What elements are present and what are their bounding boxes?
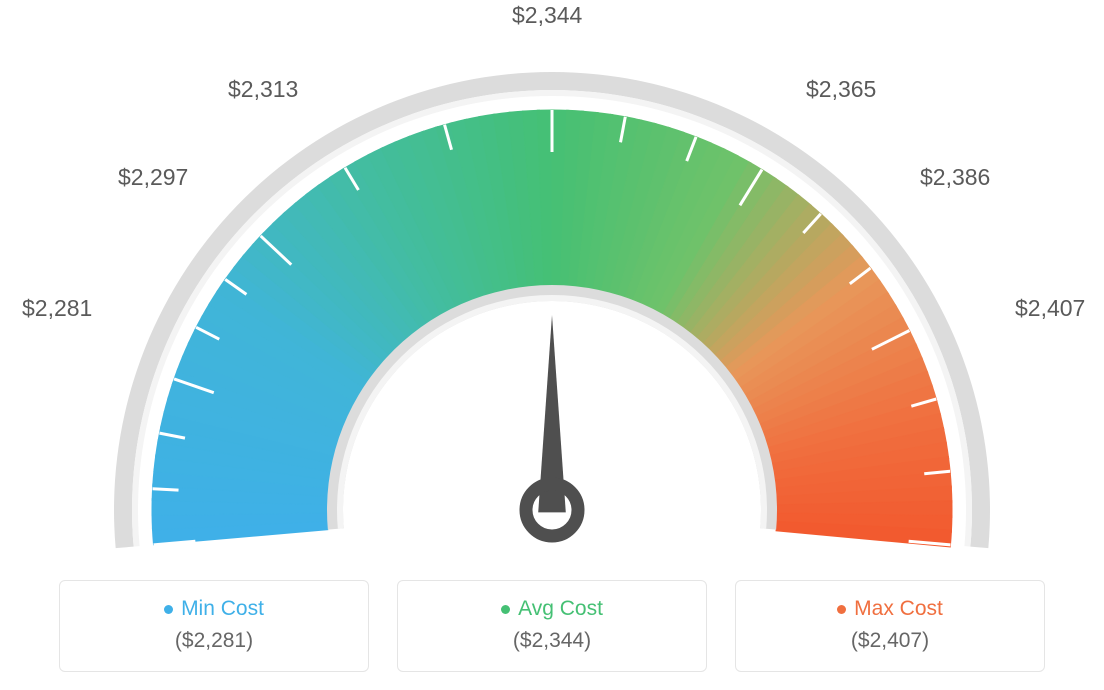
gauge-tick-label: $2,407 [1015,295,1085,322]
legend-card-avg: Avg Cost ($2,344) [397,580,707,672]
legend-card-max: Max Cost ($2,407) [735,580,1045,672]
legend-label-min: Min Cost [181,597,264,621]
gauge-tick-label: $2,297 [118,164,188,191]
gauge-tick-label: $2,365 [806,76,876,103]
gauge-tick-label: $2,344 [512,2,582,29]
legend-label-avg: Avg Cost [518,597,603,621]
gauge-svg [92,30,1012,560]
legend-value-min: ($2,281) [80,629,348,653]
legend-dot-avg [501,605,510,614]
legend-dot-min [164,605,173,614]
legend-dot-max [837,605,846,614]
gauge-tick-label: $2,386 [920,164,990,191]
legend-title-min: Min Cost [80,597,348,621]
gauge-tick-label: $2,313 [228,76,298,103]
gauge-chart: $2,281 $2,297 $2,313 $2,344 $2,365 $2,386 $2,4… [0,0,1104,560]
legend-label-max: Max Cost [854,597,943,621]
legend-row: Min Cost ($2,281) Avg Cost ($2,344) Max … [0,580,1104,672]
legend-title-avg: Avg Cost [418,597,686,621]
legend-card-min: Min Cost ($2,281) [59,580,369,672]
legend-title-max: Max Cost [756,597,1024,621]
legend-value-max: ($2,407) [756,629,1024,653]
gauge-tick-label: $2,281 [22,295,92,322]
legend-value-avg: ($2,344) [418,629,686,653]
